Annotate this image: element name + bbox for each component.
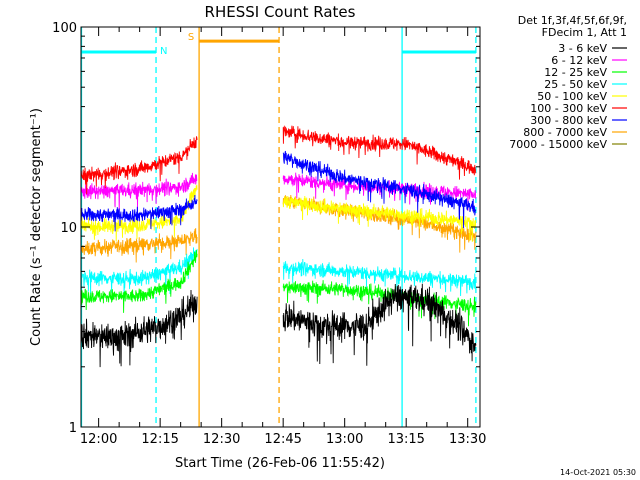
series-line-3-6kev-seg1: [282, 283, 477, 366]
series-line-6-12kev-seg0: [80, 172, 198, 215]
series-line-25-50kev-seg0: [80, 247, 198, 300]
legend-header-line: Det 1f,3f,4f,5f,6f,9f,: [518, 14, 627, 27]
y-axis-label: Count Rate (s⁻¹ detector segment⁻¹): [29, 108, 44, 346]
annotation-s: S: [188, 27, 280, 427]
footer-date: 14-Oct-2021 05:30: [560, 468, 636, 477]
series-line-3-6kev-seg0: [80, 289, 198, 368]
series-line-12-25kev-seg0: [80, 250, 198, 313]
annotation-label: S: [188, 32, 194, 43]
series-line-50-100kev-seg0: [80, 184, 198, 242]
y-tick-label: 10: [60, 221, 77, 236]
series-line-800-7000kev-seg0: [80, 228, 198, 263]
legend-label: 300 - 800 keV: [530, 114, 607, 127]
series-line-12-25kev-seg1: [282, 280, 477, 327]
series-line-300-800kev-seg1: [282, 150, 477, 229]
x-tick-label: 12:30: [203, 432, 240, 447]
y-tick-label: 1: [69, 421, 77, 436]
legend-label: 50 - 100 keV: [537, 90, 607, 103]
legend-label: 12 - 25 keV: [544, 66, 607, 79]
x-tick-label: 12:45: [264, 432, 301, 447]
x-axis-label: Start Time (26-Feb-06 11:55:42): [175, 456, 385, 471]
x-tick-label: 12:00: [80, 432, 117, 447]
legend-header-line: FDecim 1, Att 1: [542, 26, 627, 39]
y-tick-label: 100: [52, 21, 77, 36]
legend-item: 300 - 800 keV: [530, 114, 627, 127]
annotation-label: N: [160, 46, 167, 57]
chart-title: RHESSI Count Rates: [205, 3, 356, 21]
legend-label: 3 - 6 keV: [558, 42, 607, 55]
x-tick-label: 13:15: [387, 432, 424, 447]
series-line-50-100kev-seg1: [282, 195, 477, 242]
x-tick-label: 12:15: [141, 432, 178, 447]
legend-label: 100 - 300 keV: [530, 102, 607, 115]
legend-item: 7000 - 15000 keV: [509, 138, 627, 151]
legend-label: 25 - 50 keV: [544, 78, 607, 91]
x-axis: 12:00 12:15 12:30 12:45 13:00 13:15 13:30: [80, 27, 486, 447]
series-layer: [80, 125, 477, 368]
series-line-300-800kev-seg0: [80, 194, 198, 232]
legend-item: 12 - 25 keV: [544, 66, 627, 79]
x-tick-label: 13:30: [449, 432, 486, 447]
y-axis: 1 10 100: [52, 21, 480, 436]
legend-label: 6 - 12 keV: [551, 54, 607, 67]
series-line-25-50kev-seg1: [282, 258, 477, 297]
legend-item: 25 - 50 keV: [544, 78, 627, 91]
legend-item: 100 - 300 keV: [530, 102, 627, 115]
legend-label: 7000 - 15000 keV: [509, 138, 607, 151]
series-line-100-300kev-seg1: [282, 125, 477, 180]
x-tick-label: 13:00: [326, 432, 363, 447]
legend: Det 1f,3f,4f,5f,6f,9f,FDecim 1, Att 1 3 -…: [509, 14, 627, 151]
legend-label: 800 - 7000 keV: [523, 126, 607, 139]
legend-item: 6 - 12 keV: [551, 54, 627, 67]
series-line-100-300kev-seg0: [80, 136, 198, 195]
legend-item: 3 - 6 keV: [558, 42, 627, 55]
legend-item: 50 - 100 keV: [537, 90, 627, 103]
legend-item: 800 - 7000 keV: [523, 126, 627, 139]
